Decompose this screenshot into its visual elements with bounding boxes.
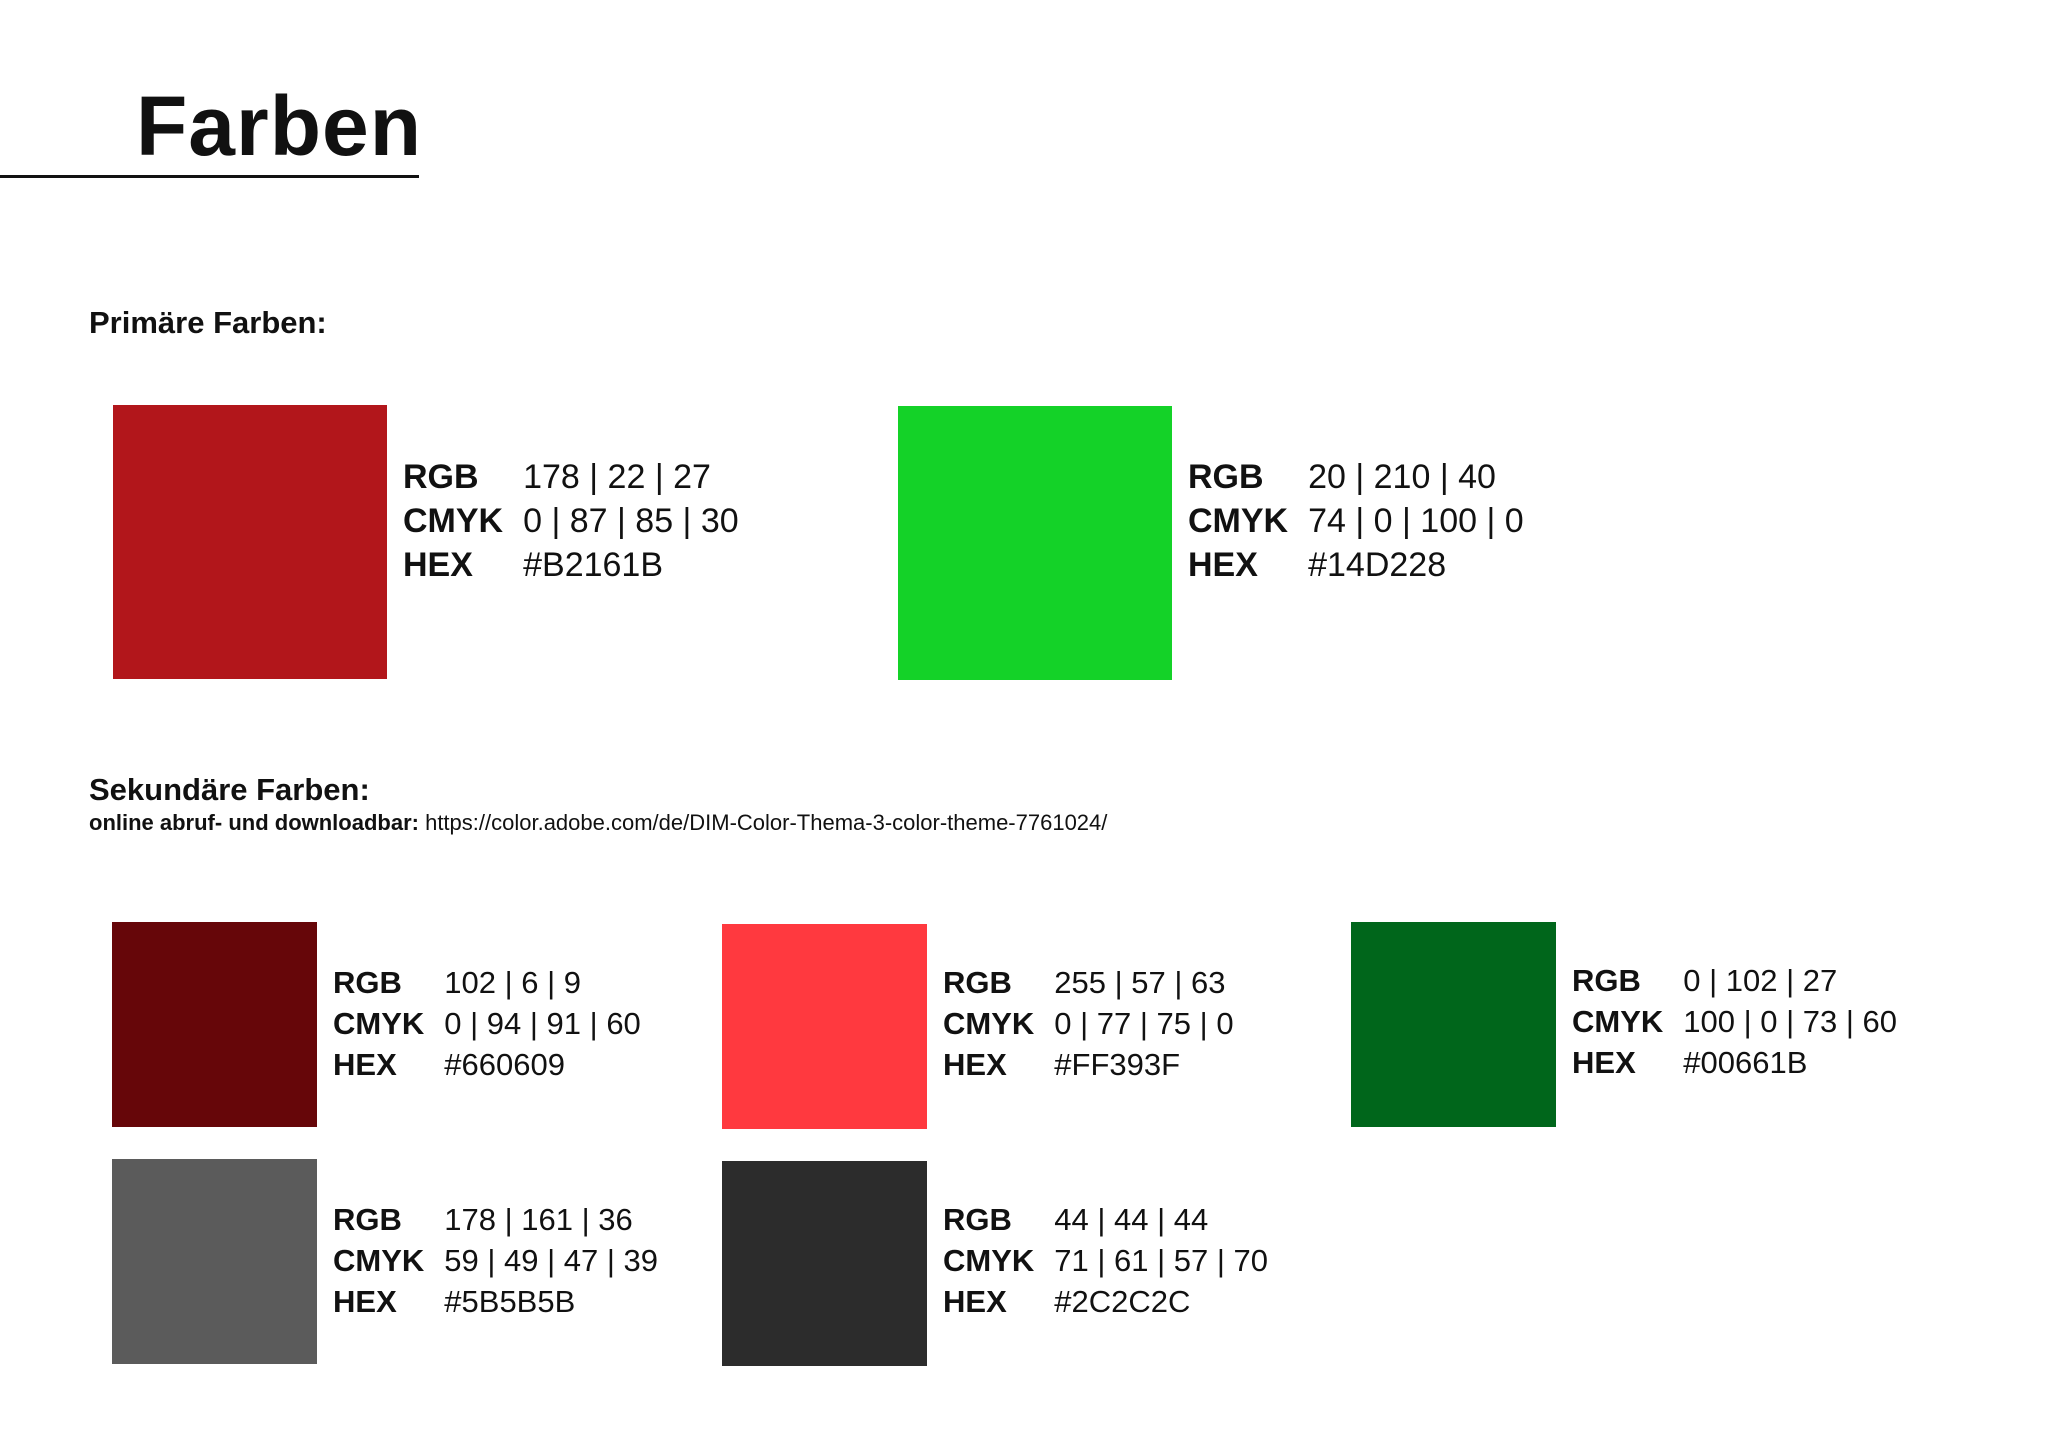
secondary-colors-heading: Sekundäre Farben: (89, 772, 370, 807)
cmyk-value: 0 | 87 | 85 | 30 (523, 502, 739, 540)
hex-label: HEX (1572, 1045, 1636, 1080)
cmyk-value: 0 | 77 | 75 | 0 (1054, 1006, 1234, 1041)
secondary-swatch-dark-green (1351, 922, 1556, 1127)
cmyk-label: CMYK (1572, 1004, 1664, 1039)
cmyk-value: 0 | 94 | 91 | 60 (444, 1006, 641, 1041)
cmyk-value: 100 | 0 | 73 | 60 (1683, 1004, 1898, 1039)
hex-value: #5B5B5B (444, 1284, 576, 1319)
secondary-spec-dark-red: RGB 102 | 6 | 9 CMYK 0 | 94 | 91 | 60 HE… (333, 962, 641, 1085)
secondary-swatch-charcoal (722, 1161, 927, 1366)
hex-label: HEX (333, 1047, 397, 1082)
cmyk-label: CMYK (943, 1006, 1035, 1041)
hex-value: #14D228 (1308, 546, 1447, 584)
primary-colors-heading: Primäre Farben: (89, 305, 327, 340)
secondary-swatch-light-red (722, 924, 927, 1129)
cmyk-label: CMYK (333, 1243, 425, 1278)
page-title: Farben (136, 79, 423, 173)
source-url-link[interactable]: https://color.adobe.com/de/DIM-Color-The… (418, 810, 1108, 835)
hex-value: #FF393F (1054, 1047, 1181, 1082)
hex-value: #660609 (444, 1047, 565, 1082)
rgb-value: 44 | 44 | 44 (1054, 1202, 1209, 1237)
title-underline (0, 175, 419, 178)
secondary-swatch-gray (112, 1159, 317, 1364)
hex-value: #2C2C2C (1054, 1284, 1191, 1319)
hex-label: HEX (943, 1047, 1007, 1082)
cmyk-label: CMYK (403, 502, 504, 540)
primary-swatch-green (898, 406, 1172, 680)
rgb-value: 255 | 57 | 63 (1054, 965, 1226, 1000)
source-line: online abruf- und downloadbar: https://c… (89, 812, 1107, 834)
secondary-spec-charcoal: RGB 44 | 44 | 44 CMYK 71 | 61 | 57 | 70 … (943, 1199, 1268, 1322)
cmyk-value: 71 | 61 | 57 | 70 (1054, 1243, 1269, 1278)
rgb-label: RGB (403, 458, 479, 496)
source-label: online abruf- und downloadbar: (89, 810, 419, 835)
rgb-value: 0 | 102 | 27 (1683, 963, 1838, 998)
hex-value: #B2161B (523, 546, 664, 584)
cmyk-label: CMYK (333, 1006, 425, 1041)
rgb-value: 102 | 6 | 9 (444, 965, 582, 1000)
secondary-spec-dark-green: RGB 0 | 102 | 27 CMYK 100 | 0 | 73 | 60 … (1572, 960, 1897, 1083)
hex-label: HEX (403, 546, 473, 584)
cmyk-label: CMYK (943, 1243, 1035, 1278)
rgb-label: RGB (1188, 458, 1264, 496)
rgb-value: 178 | 22 | 27 (523, 458, 711, 496)
hex-label: HEX (943, 1284, 1007, 1319)
rgb-label: RGB (943, 965, 1012, 1000)
rgb-label: RGB (1572, 963, 1641, 998)
secondary-swatch-dark-red (112, 922, 317, 1127)
primary-spec-red: RGB 178 | 22 | 27 CMYK 0 | 87 | 85 | 30 … (403, 455, 739, 587)
rgb-label: RGB (333, 1202, 402, 1237)
cmyk-label: CMYK (1188, 502, 1289, 540)
hex-label: HEX (333, 1284, 397, 1319)
primary-swatch-red (113, 405, 387, 679)
secondary-spec-light-red: RGB 255 | 57 | 63 CMYK 0 | 77 | 75 | 0 H… (943, 962, 1234, 1085)
rgb-label: RGB (943, 1202, 1012, 1237)
secondary-spec-gray: RGB 178 | 161 | 36 CMYK 59 | 49 | 47 | 3… (333, 1199, 658, 1322)
cmyk-value: 74 | 0 | 100 | 0 (1308, 502, 1524, 540)
rgb-label: RGB (333, 965, 402, 1000)
hex-value: #00661B (1683, 1045, 1808, 1080)
rgb-value: 20 | 210 | 40 (1308, 458, 1496, 496)
primary-spec-green: RGB 20 | 210 | 40 CMYK 74 | 0 | 100 | 0 … (1188, 455, 1524, 587)
cmyk-value: 59 | 49 | 47 | 39 (444, 1243, 659, 1278)
rgb-value: 178 | 161 | 36 (444, 1202, 633, 1237)
hex-label: HEX (1188, 546, 1258, 584)
